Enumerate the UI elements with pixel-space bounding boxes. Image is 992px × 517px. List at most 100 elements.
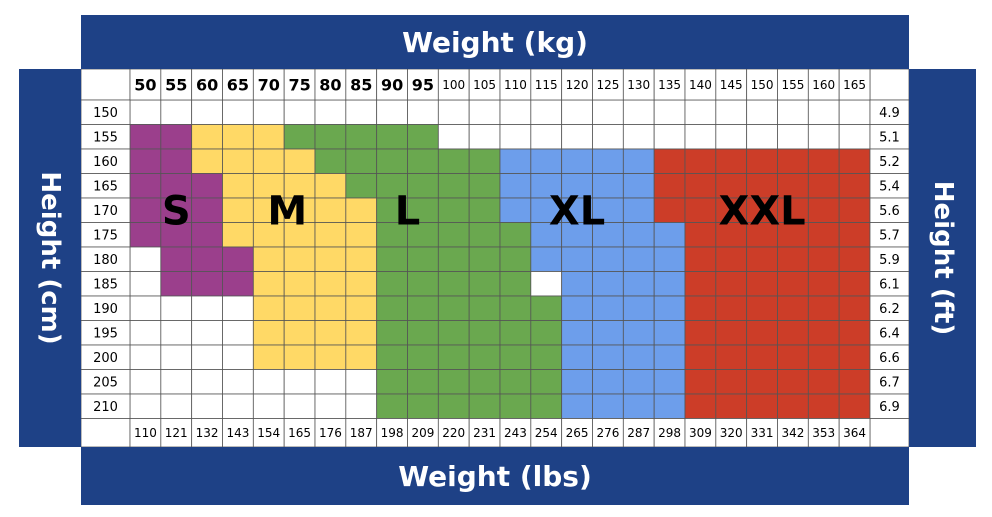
size-cell-xxl bbox=[807, 271, 840, 297]
empty-cell bbox=[622, 124, 655, 150]
weight-lbs-tick-254: 254 bbox=[535, 426, 558, 440]
size-cell-xl bbox=[499, 197, 532, 223]
empty-cell bbox=[468, 124, 501, 150]
height-ft-tick-6.4: 6.4 bbox=[879, 326, 900, 341]
size-label-m: M bbox=[267, 188, 307, 234]
size-cell-xl bbox=[592, 320, 624, 346]
size-cell-l bbox=[407, 295, 439, 321]
size-cell-xl bbox=[622, 173, 655, 199]
empty-cell bbox=[129, 295, 162, 321]
empty-cell bbox=[191, 344, 223, 370]
height-ft-tick-4.9: 4.9 bbox=[879, 106, 900, 121]
empty-cell bbox=[807, 124, 840, 150]
size-cell-xl bbox=[622, 271, 655, 297]
size-cell-xl bbox=[592, 271, 624, 297]
size-cell-m bbox=[345, 271, 378, 297]
height-ft-tick-5.7: 5.7 bbox=[879, 228, 900, 243]
empty-cell bbox=[345, 369, 378, 395]
size-cell-xxl bbox=[777, 271, 809, 297]
weight-kg-tick-90-cell bbox=[376, 68, 408, 101]
empty-cell bbox=[191, 99, 223, 125]
size-cell-xxl bbox=[653, 173, 686, 199]
weight-kg-tick-125: 125 bbox=[596, 78, 619, 92]
weight-lbs-tick-132: 132 bbox=[196, 426, 219, 440]
size-cell-xl bbox=[622, 148, 655, 174]
weight-kg-tick-60: 60 bbox=[196, 75, 218, 94]
height-cm-tick-150-cell bbox=[80, 99, 131, 125]
empty-cell bbox=[807, 99, 840, 125]
size-cell-m bbox=[283, 320, 316, 346]
size-cell-l bbox=[530, 393, 563, 419]
weight-lbs-tick-287-cell bbox=[622, 418, 655, 448]
size-cell-xl bbox=[561, 246, 593, 272]
size-cell-l bbox=[376, 124, 408, 150]
size-cell-m bbox=[283, 148, 316, 174]
empty-cell bbox=[653, 124, 686, 150]
weight-kg-tick-75: 75 bbox=[288, 75, 310, 94]
weight-kg-tick-105: 105 bbox=[473, 78, 496, 92]
size-cell-xxl bbox=[715, 295, 748, 321]
weight-lbs-tick-331-cell bbox=[746, 418, 778, 448]
height-ft-tick-6.6-cell bbox=[869, 344, 910, 370]
height-cm-side-band: Height (cm) bbox=[19, 69, 81, 447]
empty-cell bbox=[222, 344, 254, 370]
size-cell-xxl bbox=[715, 148, 748, 174]
empty-cell bbox=[376, 99, 408, 125]
empty-cell bbox=[715, 124, 748, 150]
size-cell-l bbox=[345, 173, 378, 199]
size-cell-l bbox=[437, 369, 470, 395]
weight-lbs-tick-309: 309 bbox=[689, 426, 712, 440]
size-cell-l bbox=[468, 148, 501, 174]
empty-cell bbox=[129, 393, 162, 419]
empty-cell bbox=[283, 369, 316, 395]
weight-lbs-tick-353: 353 bbox=[812, 426, 835, 440]
size-cell-l bbox=[437, 173, 470, 199]
size-cell-l bbox=[468, 344, 501, 370]
corner-cell bbox=[869, 418, 910, 448]
empty-cell bbox=[222, 320, 254, 346]
weight-lbs-tick-176-cell bbox=[314, 418, 347, 448]
height-cm-tick-210-cell bbox=[80, 393, 131, 419]
empty-cell bbox=[592, 99, 624, 125]
weight-kg-tick-155-cell bbox=[777, 68, 809, 101]
empty-cell bbox=[160, 320, 193, 346]
height-ft-tick-6.9-cell bbox=[869, 393, 910, 419]
empty-cell bbox=[314, 393, 347, 419]
size-cell-m bbox=[314, 173, 347, 199]
size-cell-xxl bbox=[777, 320, 809, 346]
weight-lbs-tick-309-cell bbox=[684, 418, 717, 448]
size-cell-xl bbox=[561, 344, 593, 370]
size-cell-l bbox=[314, 124, 347, 150]
size-cell-xxl bbox=[746, 369, 778, 395]
size-cell-xl bbox=[499, 148, 532, 174]
size-cell-l bbox=[468, 246, 501, 272]
height-cm-tick-170: 170 bbox=[93, 204, 118, 219]
weight-kg-tick-160: 160 bbox=[812, 78, 835, 92]
size-cell-xxl bbox=[807, 222, 840, 248]
height-ft-tick-5.6-cell bbox=[869, 197, 910, 223]
size-cell-xxl bbox=[715, 271, 748, 297]
size-cell-m bbox=[345, 295, 378, 321]
height-cm-tick-155-cell bbox=[80, 124, 131, 150]
size-cell-l bbox=[468, 197, 501, 223]
weight-kg-tick-55: 55 bbox=[165, 75, 187, 94]
size-cell-s bbox=[160, 173, 193, 199]
weight-kg-tick-70: 70 bbox=[258, 75, 280, 94]
weight-lbs-tick-342: 342 bbox=[781, 426, 804, 440]
size-cell-xxl bbox=[838, 271, 871, 297]
size-cell-s bbox=[129, 222, 162, 248]
empty-cell bbox=[838, 124, 871, 150]
weight-kg-tick-130: 130 bbox=[627, 78, 650, 92]
height-ft-tick-6.4-cell bbox=[869, 320, 910, 346]
weight-kg-tick-80-cell bbox=[314, 68, 347, 101]
size-cell-m bbox=[222, 173, 254, 199]
size-cell-l bbox=[376, 320, 408, 346]
size-cell-xxl bbox=[838, 369, 871, 395]
empty-cell bbox=[191, 393, 223, 419]
size-cell-s bbox=[160, 246, 193, 272]
size-cell-xxl bbox=[653, 197, 686, 223]
size-cell-m bbox=[252, 320, 285, 346]
height-cm-tick-150: 150 bbox=[93, 106, 118, 121]
weight-kg-tick-125-cell bbox=[592, 68, 624, 101]
size-cell-l bbox=[376, 271, 408, 297]
